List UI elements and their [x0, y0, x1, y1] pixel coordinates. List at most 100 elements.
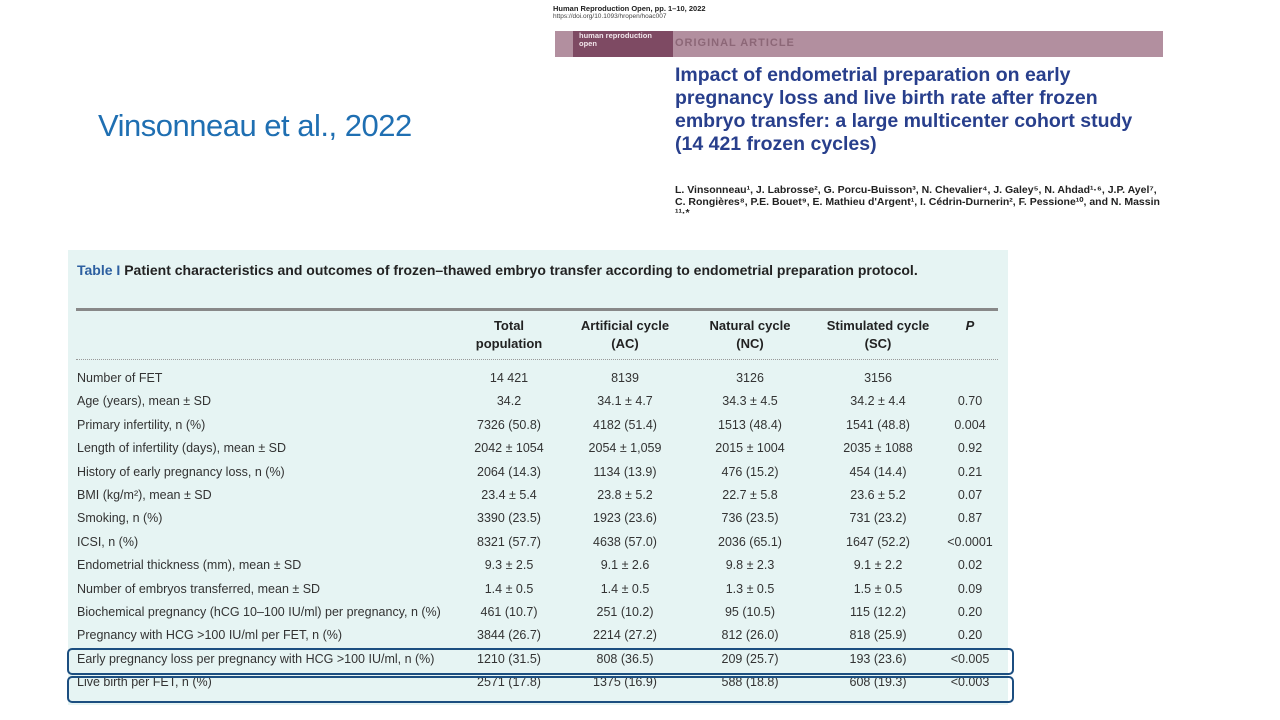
results-table: Table I Patient characteristics and outc…	[68, 250, 1008, 705]
row-label: History of early pregnancy loss, n (%)	[77, 464, 285, 479]
cell-value: 0.02	[957, 558, 983, 573]
cell-value: 1210 (31.5)	[477, 651, 541, 666]
cell-value: 1541 (48.8)	[846, 417, 910, 432]
article-type-band: human reproduction open ORIGINAL ARTICLE	[555, 31, 1163, 57]
cell-value: 1.4 ± 0.5	[484, 581, 534, 596]
cell-value: 9.8 ± 2.3	[725, 558, 775, 573]
cell-value: 23.4 ± 5.4	[481, 488, 537, 502]
table-caption: Table I Patient characteristics and outc…	[77, 260, 1002, 281]
row-label: Number of FET	[77, 371, 163, 385]
cell-value: 2054 ± 1,059	[588, 441, 662, 456]
cell-value: 1134 (13.9)	[593, 464, 657, 479]
table-row: Length of infertility (days), mean ± SD 2…	[68, 441, 1008, 464]
cell-value: 808 (36.5)	[596, 651, 654, 666]
cell-value: 0.09	[957, 581, 983, 596]
table-row: Biochemical pregnancy (hCG 10–100 IU/ml)…	[68, 605, 1008, 628]
cell-value: 9.3 ± 2.5	[484, 558, 534, 573]
cell-value: <0.005	[950, 651, 990, 666]
cell-value: 23.8 ± 5.2	[597, 488, 653, 502]
cell-value: 95 (10.5)	[724, 605, 776, 619]
cell-value: 34.3 ± 4.5	[722, 394, 778, 409]
cell-value: 1.5 ± 0.5	[853, 581, 903, 596]
cell-value: 4638 (57.0)	[593, 534, 657, 549]
table-row: Age (years), mean ± SD 34.2 34.1 ± 4.7 34.3…	[68, 394, 1008, 417]
table-row: Pregnancy with HCG >100 IU/ml per FET, n…	[68, 628, 1008, 651]
cell-value: 2064 (14.3)	[477, 464, 541, 479]
cell-value: 34.1 ± 4.7	[597, 394, 653, 409]
doi-link: https://doi.org/10.1093/hropen/hoac007	[553, 13, 667, 20]
cell-value: 0.70	[957, 394, 983, 409]
table-row: Primary infertility, n (%) 7326 (50.8) 418…	[68, 418, 1008, 441]
row-label: Endometrial thickness (mm), mean ± SD	[77, 558, 302, 573]
row-label: Primary infertility, n (%)	[77, 417, 206, 432]
highlight-live-birth	[67, 676, 1014, 703]
cell-value: 2036 (65.1)	[718, 534, 782, 549]
table-row: Live birth per FET, n (%) 2571 (17.8) 1375…	[68, 675, 1008, 698]
cell-value: 9.1 ± 2.6	[600, 558, 650, 573]
cell-value: 9.1 ± 2.2	[853, 558, 903, 573]
cell-value: 115 (12.2)	[849, 605, 907, 619]
cell-value: 1647 (52.2)	[846, 534, 910, 549]
cell-value: 2042 ± 1054	[474, 441, 544, 456]
cell-value: 193 (23.6)	[849, 651, 907, 666]
cell-value: 588 (18.8)	[721, 675, 779, 690]
cell-value: 1.3 ± 0.5	[725, 581, 775, 596]
cell-value: <0.0001	[947, 534, 993, 549]
table-row: Endometrial thickness (mm), mean ± SD 9.3…	[68, 558, 1008, 581]
header-total: Total population	[475, 318, 543, 351]
cell-value: 0.20	[957, 605, 983, 619]
header-nc: Natural cycle (NC)	[709, 318, 791, 351]
journal-line: Human Reproduction Open, pp. 1–10, 2022	[553, 4, 706, 13]
row-label: Age (years), mean ± SD	[77, 394, 211, 409]
header-divider	[76, 359, 998, 360]
table-caption-text: Patient characteristics and outcomes of …	[120, 262, 918, 278]
table-row: Smoking, n (%) 3390 (23.5) 1923 (23.6) 736 …	[68, 511, 1008, 534]
cell-value: 4182 (51.4)	[593, 417, 657, 432]
cell-value: 3156	[864, 371, 892, 385]
cell-value: 1.4 ± 0.5	[600, 581, 650, 596]
journal-logo: human reproduction open	[573, 31, 673, 57]
table-row: Number of FET 14 421 8139 3126 3156	[68, 371, 1008, 394]
cell-value: 0.21	[957, 464, 983, 479]
cell-value: 3390 (23.5)	[477, 511, 541, 526]
header-p: P	[965, 318, 975, 333]
row-label: Pregnancy with HCG >100 IU/ml per FET, n…	[77, 628, 343, 643]
cell-value: 34.2	[496, 394, 522, 409]
header-ac: Artificial cycle (AC)	[580, 318, 670, 351]
cell-value: 2214 (27.2)	[593, 628, 657, 643]
cell-value: 209 (25.7)	[721, 651, 779, 666]
table-row: ICSI, n (%) 8321 (57.7) 4638 (57.0) 2036 (6…	[68, 535, 1008, 558]
cell-value: 1513 (48.4)	[718, 417, 782, 432]
cell-value: 2015 ± 1004	[715, 441, 785, 456]
cell-value: 1375 (16.9)	[593, 675, 657, 690]
header-sc: Stimulated cycle (SC)	[826, 318, 930, 351]
cell-value: 812 (26.0)	[721, 628, 779, 643]
cell-value: <0.003	[950, 675, 990, 690]
cell-value: 731 (23.2)	[849, 511, 907, 526]
cell-value: 0.004	[954, 417, 986, 432]
row-label: BMI (kg/m²), mean ± SD	[77, 488, 212, 502]
cell-value: 22.7 ± 5.8	[722, 488, 778, 502]
row-label: Length of infertility (days), mean ± SD	[77, 441, 287, 456]
table-row: Early pregnancy loss per pregnancy with …	[68, 652, 1008, 675]
cell-value: 14 421	[489, 371, 529, 385]
cell-value: 251 (10.2)	[596, 605, 654, 619]
table-row: History of early pregnancy loss, n (%) 20…	[68, 465, 1008, 488]
cell-value: 461 (10.7)	[480, 605, 538, 619]
cell-value: 736 (23.5)	[721, 511, 779, 526]
cell-value: 7326 (50.8)	[477, 417, 541, 432]
cell-value: 3126	[736, 371, 764, 385]
cell-value: 2571 (17.8)	[477, 675, 541, 690]
row-label: Early pregnancy loss per pregnancy with …	[77, 651, 435, 666]
cell-value: 0.07	[957, 488, 983, 502]
cell-value: 0.87	[957, 511, 983, 526]
cell-value: 0.20	[957, 628, 983, 643]
table-row: Number of embryos transferred, mean ± SD…	[68, 582, 1008, 605]
cell-value: 454 (14.4)	[849, 464, 907, 479]
cell-value: 476 (15.2)	[721, 464, 779, 479]
row-label: Biochemical pregnancy (hCG 10–100 IU/ml)…	[77, 605, 441, 619]
paper-header-image: Human Reproduction Open, pp. 1–10, 2022 …	[553, 0, 1165, 240]
row-label: Smoking, n (%)	[77, 511, 163, 526]
row-label: Live birth per FET, n (%)	[77, 675, 212, 690]
cell-value: 1923 (23.6)	[593, 511, 657, 526]
